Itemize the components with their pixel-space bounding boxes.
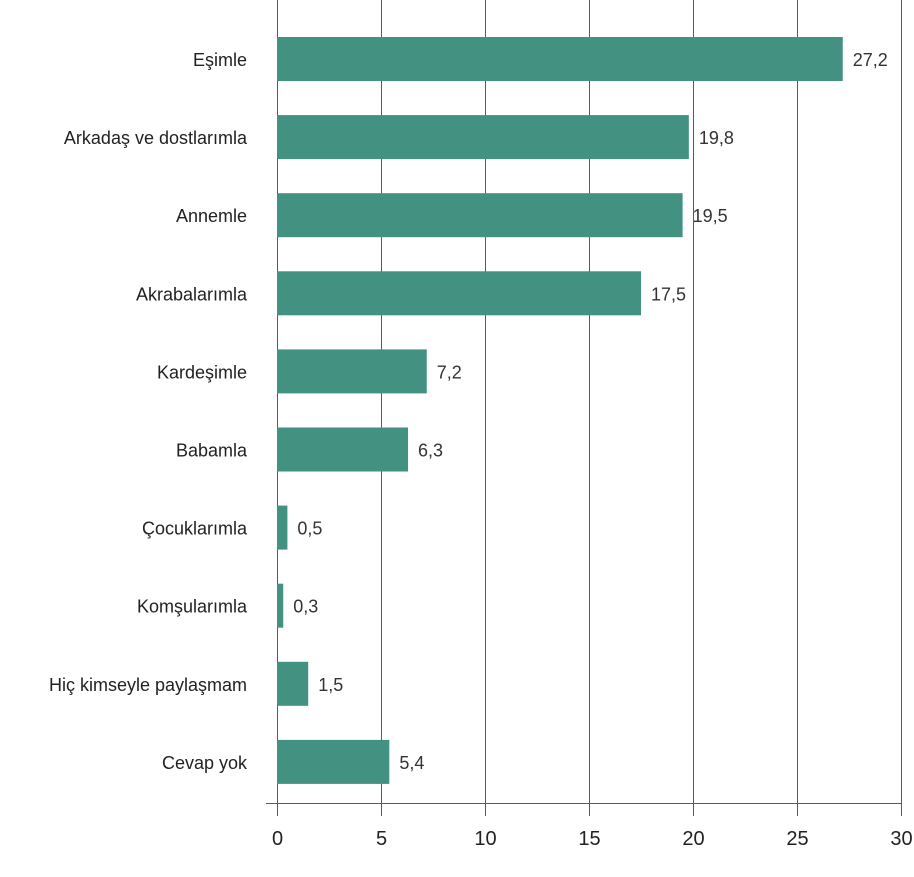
bar — [277, 193, 683, 238]
category-label: Komşularımla — [137, 597, 248, 617]
value-label: 5,4 — [399, 753, 424, 773]
bar — [277, 37, 843, 81]
category-label: Hiç kimseyle paylaşmam — [49, 675, 247, 695]
category-label: Cevap yok — [162, 753, 248, 773]
x-tick-label: 0 — [272, 828, 283, 850]
value-label: 0,5 — [297, 519, 322, 539]
category-label: Annemle — [176, 206, 247, 226]
bars — [277, 37, 843, 784]
category-label: Eşimle — [193, 50, 247, 70]
category-labels: Eşimle Arkadaş ve dostlarımla Annemle Akrab… — [49, 50, 248, 773]
x-tick-label: 20 — [682, 828, 704, 850]
category-label: Çocuklarımla — [142, 519, 248, 539]
bar — [277, 115, 689, 160]
x-tick-label: 5 — [376, 828, 387, 850]
value-label: 0,3 — [293, 597, 318, 617]
bar — [277, 271, 641, 316]
value-label: 19,5 — [693, 206, 728, 226]
category-label: Akrabalarımla — [136, 284, 248, 304]
value-label: 6,3 — [418, 441, 443, 461]
x-tick-label: 15 — [578, 828, 600, 850]
bar — [277, 739, 390, 784]
x-tick-label: 30 — [890, 828, 912, 850]
x-tick-label: 25 — [786, 828, 808, 850]
value-label: 17,5 — [651, 284, 686, 304]
bar — [277, 505, 288, 550]
x-axis: 0 5 10 15 20 25 30 — [266, 803, 913, 850]
value-label: 1,5 — [318, 675, 343, 695]
bar — [277, 427, 409, 472]
bar — [277, 349, 427, 394]
category-label: Kardeşimle — [157, 362, 247, 382]
value-label: 7,2 — [437, 362, 462, 382]
bar — [277, 661, 309, 706]
value-label: 19,8 — [699, 128, 734, 148]
value-label: 27,2 — [853, 50, 888, 70]
x-tick-label: 10 — [474, 828, 496, 850]
category-label: Arkadaş ve dostlarımla — [64, 128, 248, 148]
bar — [277, 583, 284, 628]
value-labels: 27,2 19,8 19,5 17,5 7,2 6,3 0,5 0,3 1,5 5,4 — [293, 50, 888, 773]
category-label: Babamla — [176, 441, 248, 461]
